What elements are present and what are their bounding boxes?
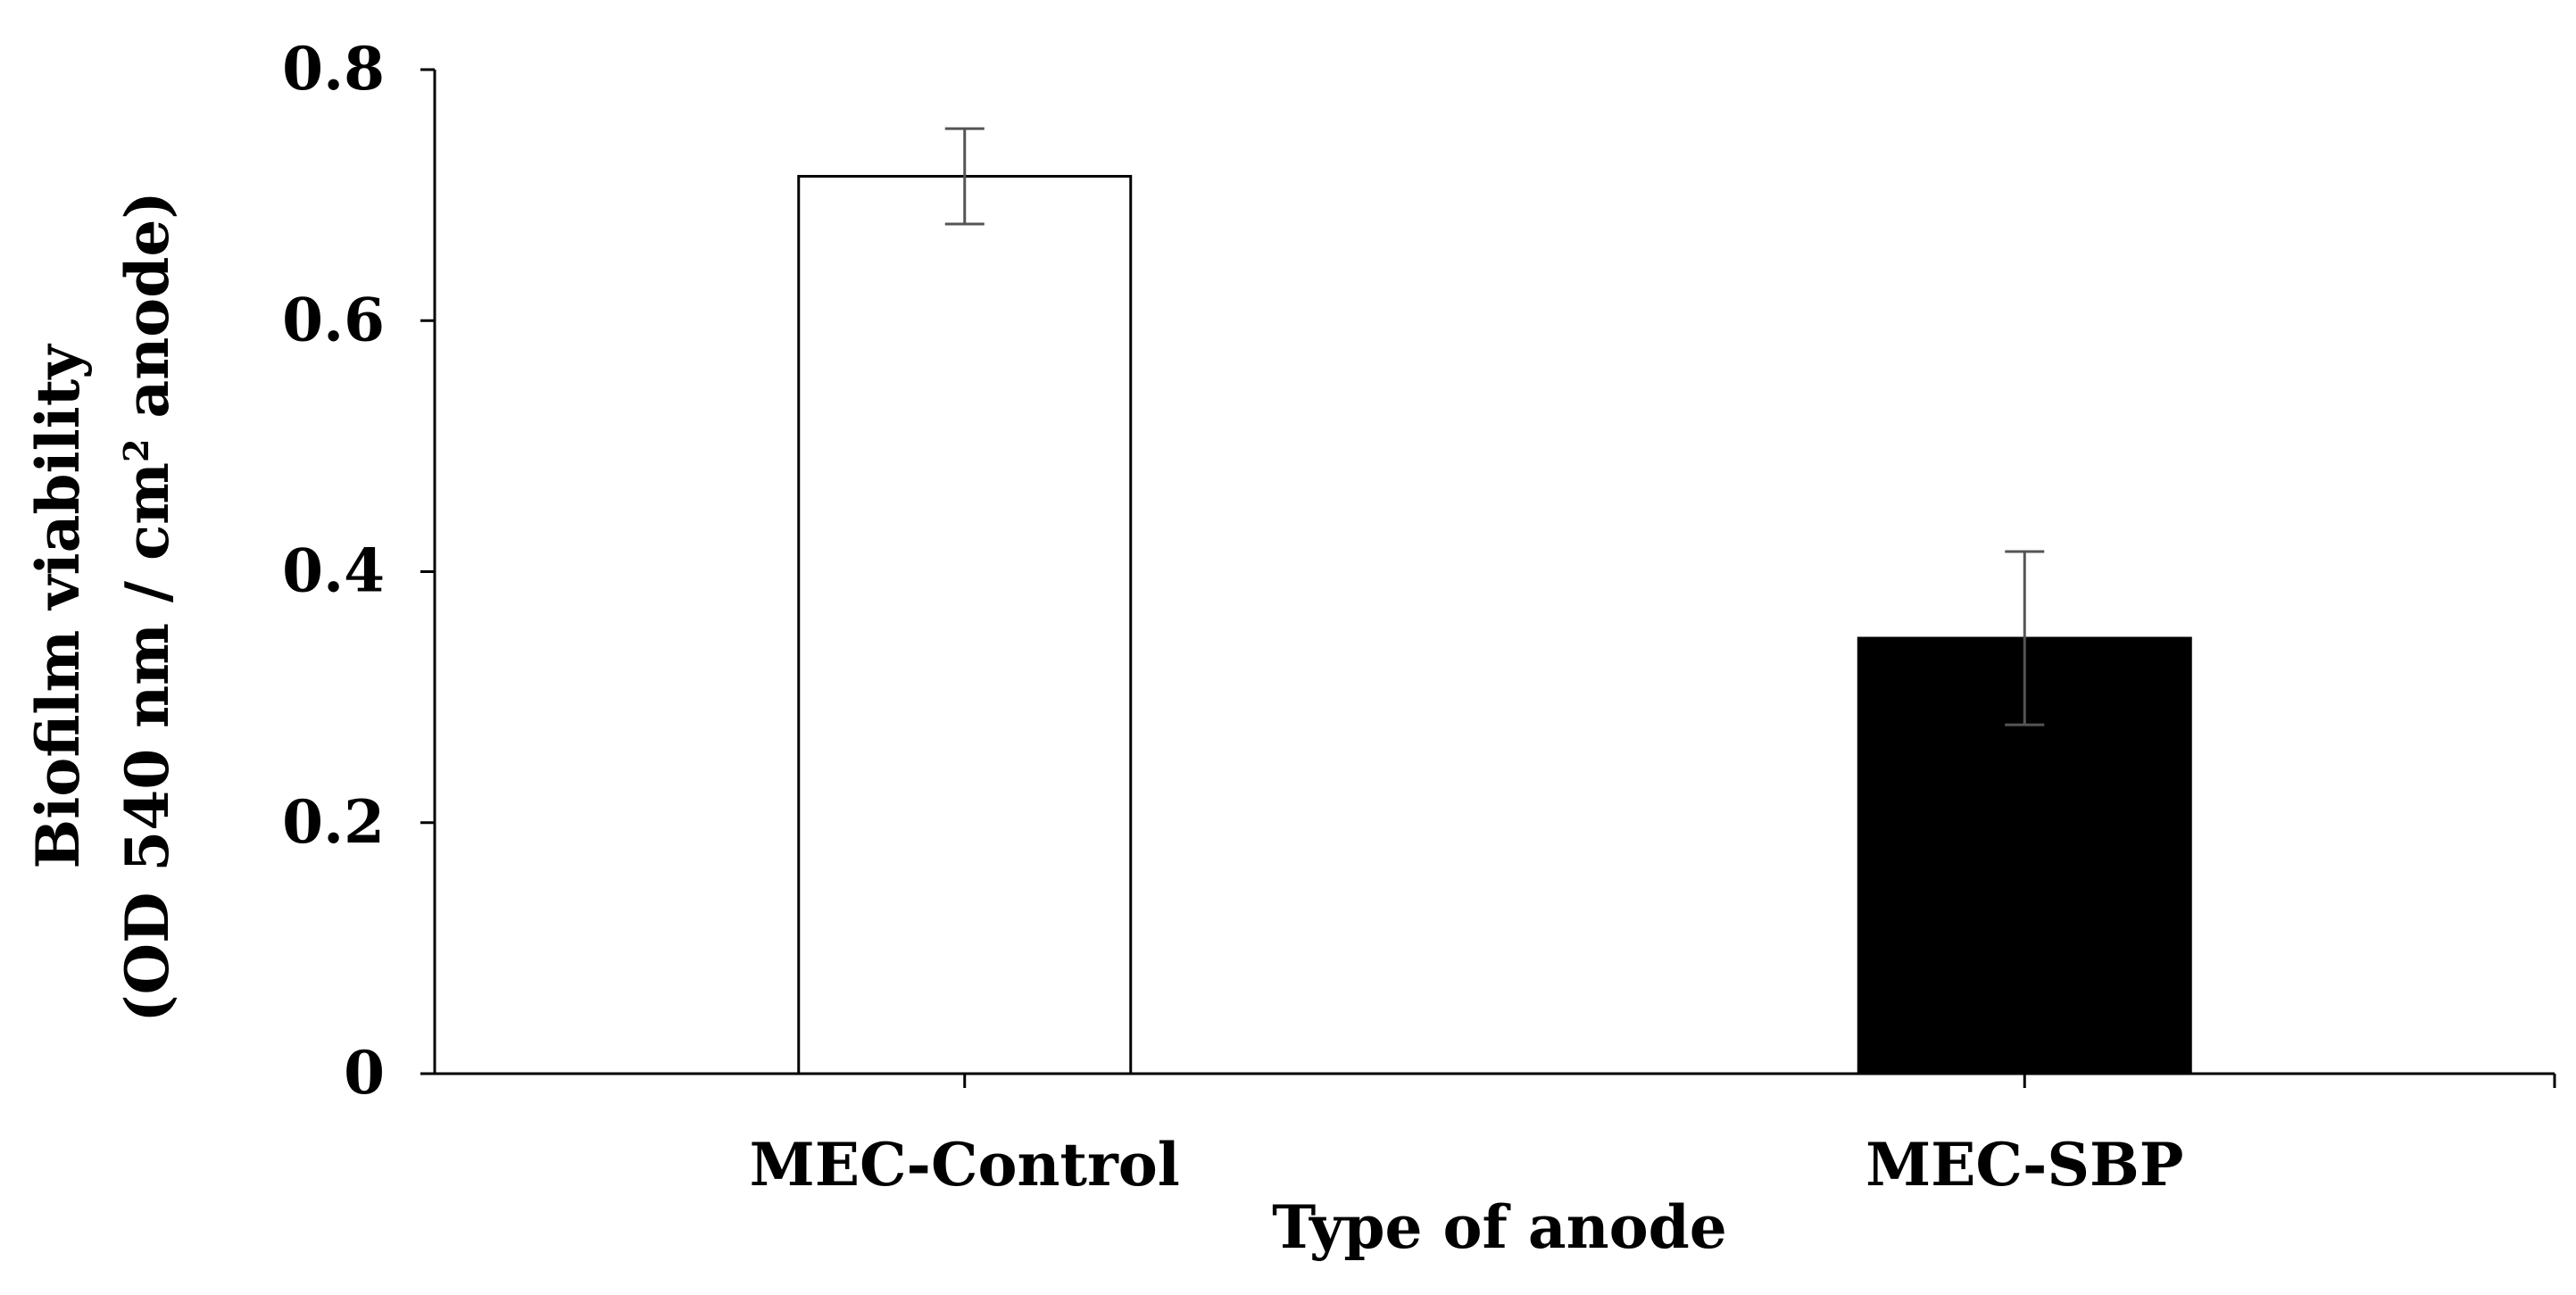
y-tick-label: 0.2 bbox=[282, 787, 385, 857]
bar bbox=[797, 175, 1133, 1075]
plot-area: 0 0.2 0.4 0.6 0.8 MEC-Control MEC-SBP bbox=[282, 34, 2556, 1200]
x-tick-label: MEC-SBP bbox=[1866, 1130, 2183, 1200]
y-axis-title-line2-suffix: anode) bbox=[112, 191, 182, 438]
y-tick-label: 0.6 bbox=[282, 285, 385, 354]
y-tick-label: 0.8 bbox=[282, 34, 385, 104]
y-axis-title-superscript: 2 bbox=[116, 439, 156, 462]
x-tick-label: MEC-Control bbox=[750, 1130, 1180, 1200]
y-axis-title-line2: (OD 540 nm / cm2 anode) bbox=[112, 191, 182, 1022]
x-axis-title: Type of anode bbox=[1272, 1192, 1727, 1262]
y-tick-label: 0 bbox=[344, 1038, 385, 1108]
y-axis-title-line2-prefix: (OD 540 nm / cm bbox=[112, 462, 182, 1023]
y-axis-title-line1: Biofilm viability bbox=[23, 344, 93, 869]
y-tick-label: 0.4 bbox=[282, 536, 385, 606]
y-axis-title: Biofilm viability (OD 540 nm / cm2 anode… bbox=[23, 191, 182, 1022]
